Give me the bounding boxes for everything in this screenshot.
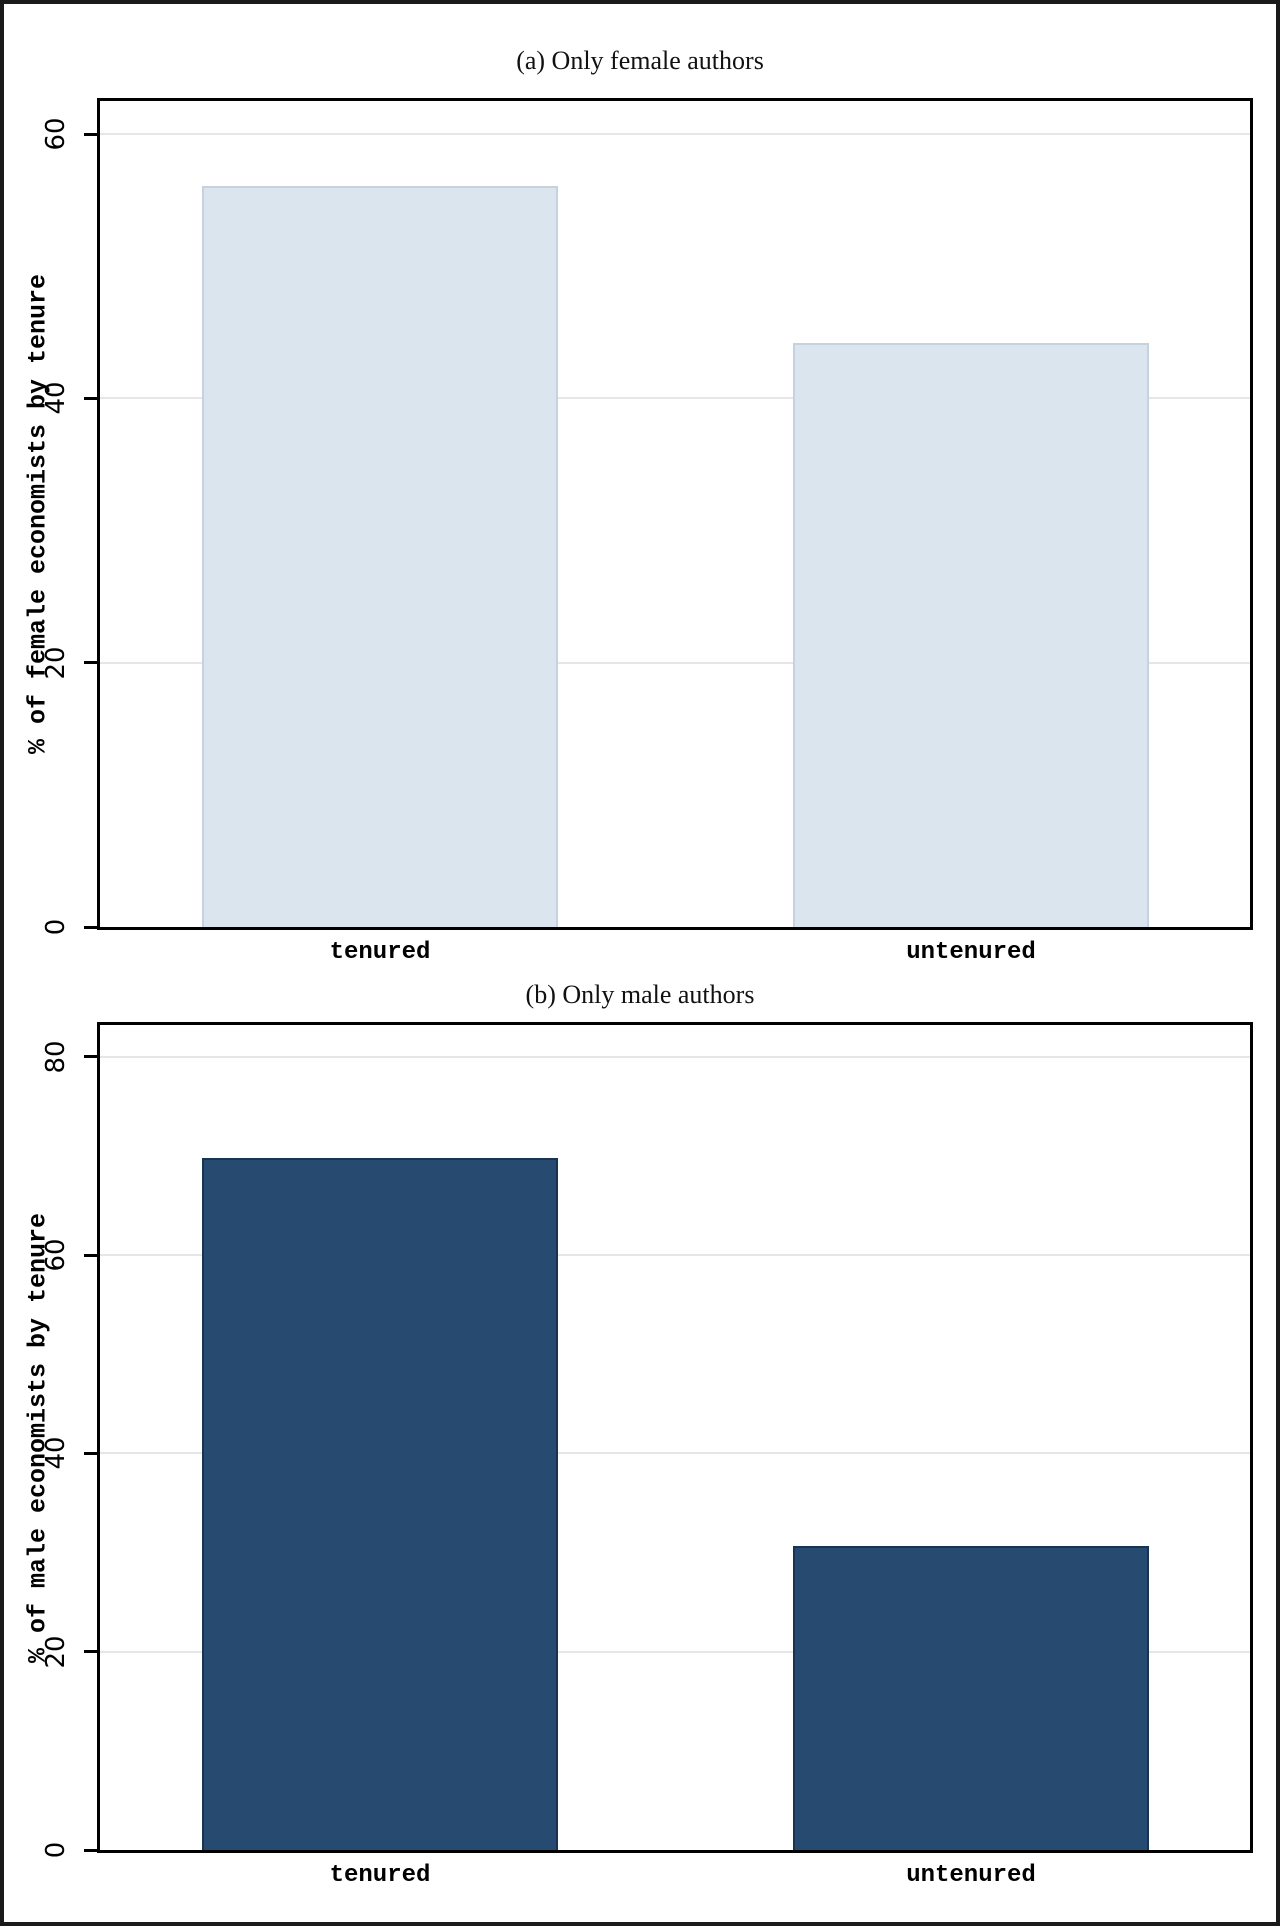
y-tick-40 bbox=[84, 1451, 97, 1455]
y-gridline-80 bbox=[100, 1055, 1250, 1058]
y-tick-label-80: 80 bbox=[41, 1040, 71, 1074]
category-label-untenured: untenured bbox=[906, 939, 1036, 966]
category-label-untenured: untenured bbox=[906, 1862, 1036, 1889]
y-gridline-60 bbox=[100, 133, 1250, 136]
panel-a-plot-area: % of female economists by tenure 0 20 40 60… bbox=[24, 98, 1253, 966]
y-tick-80 bbox=[84, 1055, 97, 1059]
bar-untenured bbox=[793, 1545, 1149, 1850]
bar-tenured bbox=[202, 185, 558, 927]
y-gridline-20 bbox=[100, 661, 1250, 664]
bar-untenured bbox=[793, 342, 1149, 927]
y-gridline-40 bbox=[100, 397, 1250, 400]
panel-a-y-axis-label: % of female economists by tenure bbox=[23, 273, 53, 755]
bar-tenured bbox=[202, 1157, 558, 1850]
y-tick-0 bbox=[84, 1848, 97, 1852]
y-gridline-20 bbox=[100, 1650, 1250, 1653]
y-tick-label-40: 40 bbox=[41, 1436, 71, 1470]
y-tick-60 bbox=[84, 132, 97, 136]
y-tick-label-60: 60 bbox=[41, 117, 71, 151]
y-tick-60 bbox=[84, 1253, 97, 1257]
y-tick-20 bbox=[84, 1650, 97, 1654]
y-tick-label-20: 20 bbox=[41, 646, 71, 680]
y-tick-20 bbox=[84, 661, 97, 665]
y-tick-label-60: 60 bbox=[41, 1238, 71, 1272]
y-tick-label-0: 0 bbox=[41, 918, 71, 936]
panel-a-title: (a) Only female authors bbox=[516, 46, 764, 75]
y-tick-label-20: 20 bbox=[41, 1635, 71, 1669]
category-label-tenured: tenured bbox=[329, 939, 431, 966]
panel-b-plot-area: % of male economists by tenure 0 20 40 60 80… bbox=[24, 1022, 1253, 1889]
y-tick-40 bbox=[84, 396, 97, 400]
y-tick-label-0: 0 bbox=[41, 1841, 71, 1859]
panel-b-title: (b) Only male authors bbox=[525, 980, 755, 1009]
y-tick-0 bbox=[84, 925, 97, 929]
y-gridline-60 bbox=[100, 1254, 1250, 1257]
category-label-tenured: tenured bbox=[329, 1862, 431, 1889]
y-tick-label-40: 40 bbox=[41, 381, 71, 415]
y-gridline-40 bbox=[100, 1452, 1250, 1455]
